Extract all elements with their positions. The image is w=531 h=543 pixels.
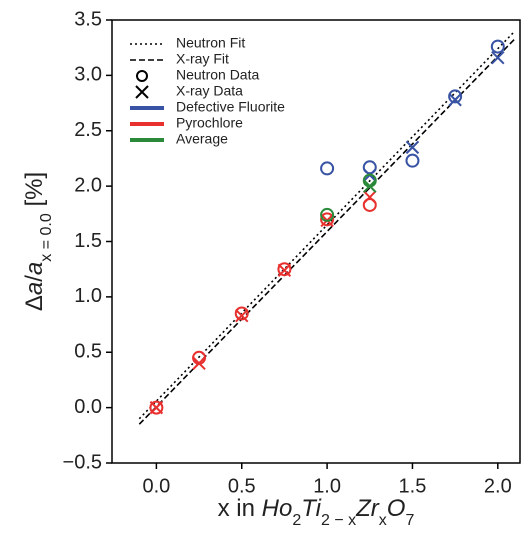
label-part: x xyxy=(379,512,387,529)
y-tick-label: 3.5 xyxy=(74,8,102,30)
xray-point xyxy=(363,190,377,204)
x-tick-label: 1.5 xyxy=(399,475,427,497)
x-axis-label: x in Ho2Ti2 − xZrxO7 xyxy=(218,495,415,529)
x-tick-label: 0.0 xyxy=(142,475,170,497)
neutron-point xyxy=(448,89,463,104)
xray-point xyxy=(277,263,292,278)
label-part: a xyxy=(21,262,48,275)
xray-point xyxy=(448,93,462,107)
label-part: a xyxy=(21,282,48,295)
label-part: Δ xyxy=(21,295,48,311)
legend-label: Pyrochlore xyxy=(176,115,243,131)
legend-marker xyxy=(135,85,149,99)
xray-point xyxy=(363,179,377,193)
x-tick-label: 2.0 xyxy=(484,475,512,497)
y-tick-label: 1.5 xyxy=(74,230,102,252)
neutron-point xyxy=(490,39,505,54)
legend-label: Neutron Fit xyxy=(176,35,245,51)
legend-label: X-ray Data xyxy=(176,83,243,99)
label-part: x in xyxy=(218,495,262,522)
y-tick-label: 2.0 xyxy=(74,174,102,196)
xray-point xyxy=(192,356,206,371)
label-part: Zr xyxy=(355,495,380,522)
label-part: / xyxy=(21,275,48,282)
neutron-point xyxy=(362,197,377,212)
y-tick-label: 0.5 xyxy=(74,341,102,363)
neutron-point xyxy=(149,400,164,415)
xray-point xyxy=(405,140,420,155)
label-part: [%] xyxy=(21,172,48,213)
xray-point xyxy=(149,400,164,415)
label-part: x = 0.0 xyxy=(38,213,55,262)
neutron-point xyxy=(320,161,335,176)
label-part: 2 xyxy=(292,512,301,529)
label-part: 2 − x xyxy=(321,512,356,529)
neutron-point xyxy=(405,153,420,168)
xray-point xyxy=(235,308,249,323)
legend-marker xyxy=(136,70,148,82)
neutron-point xyxy=(320,212,335,227)
label-part: O xyxy=(387,495,406,522)
y-tick-label: −0.5 xyxy=(63,451,102,473)
plot-frame xyxy=(111,19,521,464)
neutron-point xyxy=(362,160,377,175)
x-tick-label: 0.5 xyxy=(228,475,256,497)
neutron-point xyxy=(320,207,335,222)
label-part: Ti xyxy=(301,495,321,522)
label-part: 7 xyxy=(405,512,414,529)
y-axis-label: Δa/ax = 0.0 [%] xyxy=(21,172,55,311)
y-tick-label: 3.0 xyxy=(74,64,102,86)
xray-point xyxy=(491,50,505,65)
y-tick-label: 2.5 xyxy=(74,119,102,141)
label-part: Ho xyxy=(262,495,293,522)
y-tick-label: 0.0 xyxy=(74,396,102,418)
legend-label: Defective Fluorite xyxy=(176,99,285,115)
legend-label: Average xyxy=(176,131,228,147)
neutron-point xyxy=(277,262,292,277)
neutron-point xyxy=(234,306,249,321)
legend-label: X-ray Fit xyxy=(176,51,229,67)
x-tick-label: 1.0 xyxy=(313,475,341,497)
legend-label: Neutron Data xyxy=(176,67,259,83)
y-tick-label: 1.0 xyxy=(74,285,102,307)
